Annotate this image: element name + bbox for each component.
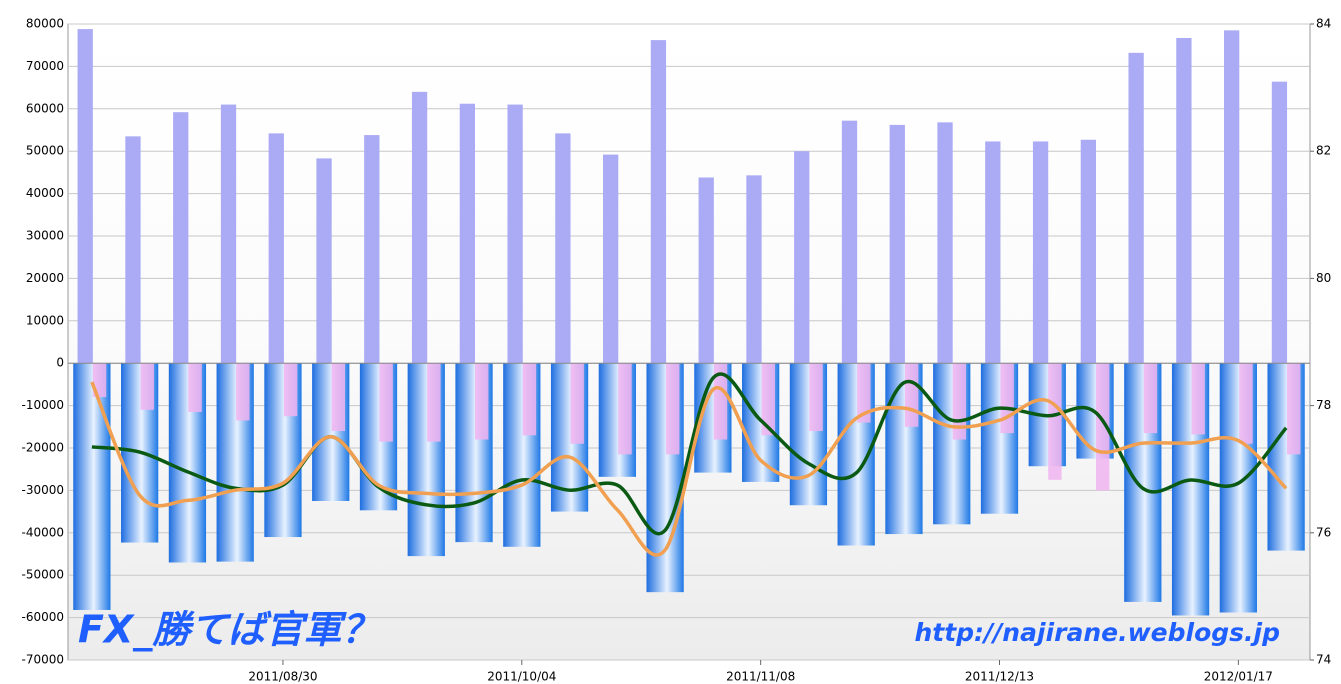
bar (904, 363, 919, 427)
bar (841, 120, 858, 364)
bar (140, 363, 154, 410)
bar (1080, 139, 1096, 364)
y2-tick-label: 80 (1316, 271, 1331, 285)
x-tick-label: 2011/10/04 (487, 670, 556, 684)
bar (73, 363, 111, 610)
bar (1048, 363, 1062, 480)
bar (809, 363, 823, 432)
annotation: http://najirane.weblogs.jp (914, 618, 1280, 647)
bar (1143, 363, 1158, 434)
bar (889, 124, 905, 364)
bar (1095, 363, 1110, 491)
bar (316, 158, 332, 364)
bar (283, 363, 298, 417)
y-tick-label: 10000 (26, 313, 64, 327)
bar (1191, 363, 1205, 435)
bar (77, 29, 93, 364)
bar (379, 363, 393, 442)
bar (794, 151, 810, 364)
bar (650, 40, 667, 364)
y2-tick-label: 78 (1316, 398, 1331, 412)
bar (459, 103, 475, 364)
bar (761, 363, 775, 436)
bar (603, 154, 619, 364)
bar (507, 104, 523, 364)
y-tick-label: -20000 (21, 441, 64, 455)
bar (427, 363, 441, 442)
bar (985, 141, 1001, 364)
x-tick-label: 2011/12/13 (965, 670, 1034, 684)
bar (522, 363, 537, 436)
bar (1287, 363, 1301, 455)
bar (857, 363, 871, 423)
bar (666, 363, 680, 455)
y-tick-label: -70000 (21, 653, 64, 667)
y2-tick-label: 76 (1316, 525, 1331, 539)
y-tick-label: -10000 (21, 398, 64, 412)
bar (1176, 37, 1192, 364)
bar (411, 91, 428, 364)
x-tick-label: 2012/01/17 (1204, 670, 1273, 684)
y2-tick-label: 82 (1316, 144, 1331, 158)
y-tick-label: -40000 (21, 525, 64, 539)
x-tick-label: 2011/11/08 (726, 670, 795, 684)
bar (236, 363, 250, 421)
bar (268, 133, 284, 364)
y2-tick-label: 84 (1316, 17, 1331, 31)
line (90, 381, 1288, 557)
bar (713, 363, 728, 440)
bar (746, 175, 762, 364)
y2-tick-label: 74 (1316, 653, 1331, 667)
y-tick-label: 40000 (26, 186, 64, 200)
bar (220, 104, 237, 364)
bar (364, 135, 380, 364)
y-tick-label: 70000 (26, 59, 64, 73)
bar (555, 133, 571, 364)
y-tick-label: -60000 (21, 610, 64, 624)
bar (331, 363, 346, 432)
bar (698, 177, 714, 364)
bar (1032, 141, 1049, 364)
y-tick-label: 80000 (26, 17, 64, 31)
bar (618, 363, 632, 455)
annotation: FX_勝てば官軍？ (78, 608, 380, 652)
bar (1000, 363, 1014, 434)
bar (1224, 30, 1240, 364)
y-tick-label: 60000 (26, 101, 64, 115)
bar (570, 363, 584, 444)
bar (188, 363, 202, 412)
y-tick-label: 0 (56, 356, 64, 370)
plot-area (67, 23, 1311, 661)
bar (474, 363, 489, 440)
bar (1128, 52, 1144, 364)
y-tick-label: -30000 (21, 483, 64, 497)
bar (937, 122, 953, 364)
bar (1239, 363, 1253, 444)
bar (125, 136, 141, 364)
y-tick-label: 50000 (26, 144, 64, 158)
x-tick-label: 2011/08/30 (248, 670, 317, 684)
bar (173, 112, 189, 364)
y-tick-label: 20000 (26, 271, 64, 285)
y-tick-label: -50000 (21, 568, 64, 582)
bar (1271, 81, 1288, 364)
y-tick-label: 30000 (26, 229, 64, 243)
